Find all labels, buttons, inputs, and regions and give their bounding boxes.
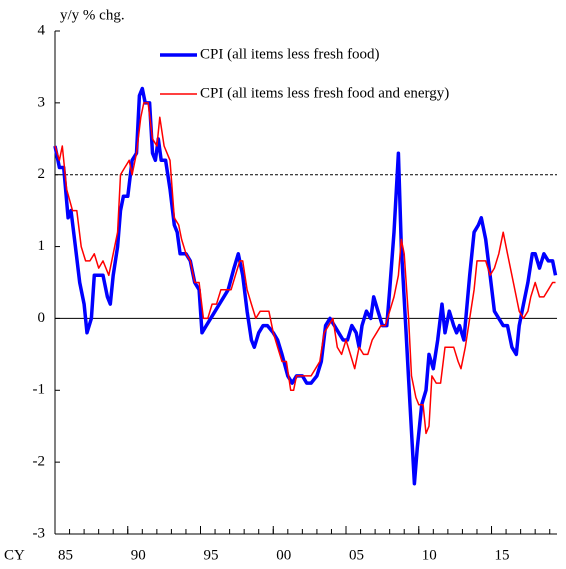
x-tick-label: 15 <box>495 547 510 563</box>
x-tick-label: 00 <box>276 547 291 563</box>
y-tick-label: 0 <box>38 310 46 326</box>
legend-label: CPI (all items less fresh food and energ… <box>200 85 449 101</box>
y-tick-label: -1 <box>33 382 46 398</box>
y-tick-label: 2 <box>38 166 46 182</box>
series-line <box>54 102 556 435</box>
y-axis-label: y/y % chg. <box>60 7 125 23</box>
y-tick-label: 1 <box>38 238 46 254</box>
legend-label: CPI (all items less fresh food) <box>200 46 380 62</box>
x-tick-label: 95 <box>204 547 219 563</box>
y-tick-label: 4 <box>38 22 46 38</box>
x-tick-label: 85 <box>58 547 73 563</box>
series-line <box>53 86 558 486</box>
y-tick-label: -2 <box>33 454 46 470</box>
x-tick-label: 90 <box>131 547 146 563</box>
x-tick-label: 05 <box>349 547 364 563</box>
x-tick-label: 10 <box>422 547 437 563</box>
y-tick-label: 3 <box>38 94 46 110</box>
x-axis-label: CY <box>4 547 25 563</box>
y-tick-label: -3 <box>33 525 46 541</box>
